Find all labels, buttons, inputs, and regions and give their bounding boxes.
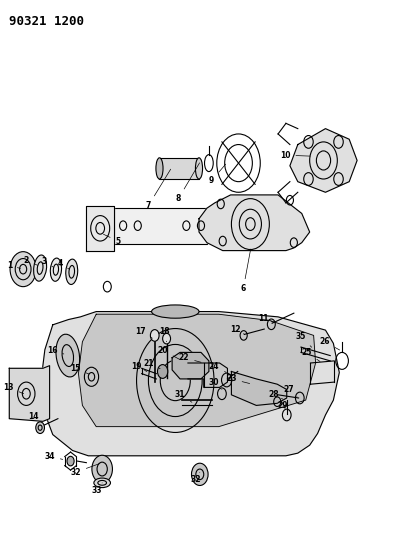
Text: 22: 22 [179, 353, 201, 362]
Text: 17: 17 [135, 327, 152, 338]
Text: 26: 26 [320, 337, 339, 350]
Text: 19: 19 [131, 362, 147, 372]
Text: 2: 2 [23, 256, 37, 265]
Polygon shape [172, 352, 209, 379]
Text: 28: 28 [268, 390, 283, 399]
Circle shape [10, 252, 36, 287]
Text: 18: 18 [159, 327, 170, 342]
Text: 10: 10 [280, 151, 310, 160]
Circle shape [158, 365, 168, 378]
Bar [160, 158, 199, 179]
Polygon shape [78, 314, 316, 426]
Text: 16: 16 [47, 346, 64, 355]
Circle shape [191, 463, 208, 486]
Text: 32: 32 [191, 472, 201, 484]
Text: 6: 6 [241, 249, 251, 293]
Text: 21: 21 [143, 359, 160, 369]
Text: 34: 34 [44, 452, 63, 461]
Text: 33: 33 [92, 483, 102, 495]
Text: 3: 3 [41, 257, 53, 267]
Text: 12: 12 [230, 325, 244, 334]
Ellipse shape [152, 305, 199, 318]
Text: 4: 4 [57, 259, 69, 269]
Ellipse shape [66, 259, 78, 285]
Circle shape [36, 422, 45, 433]
Text: 11: 11 [258, 314, 273, 323]
Text: 5: 5 [103, 235, 121, 246]
Text: 13: 13 [3, 383, 24, 394]
Text: 35: 35 [296, 332, 312, 347]
Text: 9: 9 [209, 164, 226, 185]
Text: 15: 15 [70, 364, 89, 374]
Text: 90321 1200: 90321 1200 [9, 14, 84, 28]
Text: 23: 23 [226, 374, 250, 384]
Text: 1: 1 [7, 261, 20, 270]
Text: 27: 27 [284, 385, 297, 397]
Polygon shape [86, 206, 114, 251]
Ellipse shape [94, 478, 111, 488]
Text: 30: 30 [209, 377, 222, 390]
Ellipse shape [50, 258, 62, 281]
Text: 8: 8 [176, 163, 199, 203]
Polygon shape [231, 372, 287, 406]
Circle shape [67, 456, 74, 466]
Bar [114, 208, 207, 244]
Text: 29: 29 [277, 401, 288, 410]
Text: 7: 7 [146, 169, 171, 210]
Text: 25: 25 [301, 348, 320, 361]
Ellipse shape [33, 255, 47, 281]
Ellipse shape [56, 334, 80, 377]
Circle shape [163, 333, 171, 344]
Ellipse shape [156, 158, 163, 179]
Polygon shape [199, 195, 310, 251]
Text: 24: 24 [209, 362, 226, 373]
Polygon shape [41, 312, 339, 456]
Circle shape [92, 455, 113, 483]
Text: 20: 20 [157, 346, 180, 360]
Circle shape [150, 329, 159, 341]
Polygon shape [290, 128, 357, 192]
Ellipse shape [195, 158, 203, 179]
Text: 14: 14 [28, 411, 41, 425]
Text: 32: 32 [70, 464, 100, 477]
Polygon shape [9, 366, 50, 421]
Text: 31: 31 [175, 390, 192, 402]
